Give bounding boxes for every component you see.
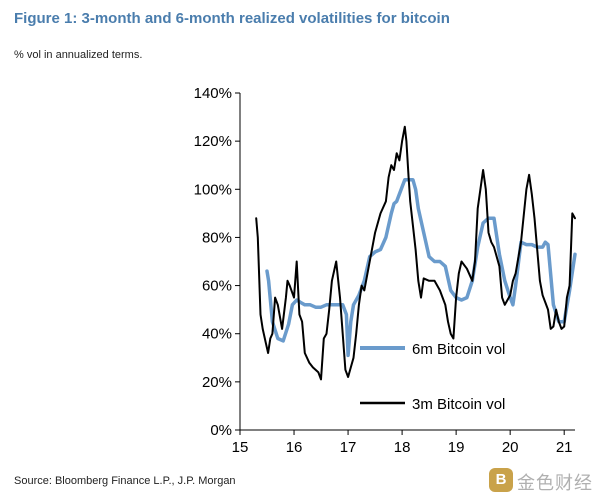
figure-subtitle: % vol in annualized terms. <box>14 49 143 61</box>
chart-series <box>255 125 577 381</box>
chart-legend: 6m Bitcoin vol 3m Bitcoin vol <box>360 341 505 413</box>
watermark-text: 金色财经 <box>517 473 593 494</box>
y-tick-label: 80% <box>202 229 232 246</box>
x-tick-label: 17 <box>340 439 357 456</box>
y-tick-label: 40% <box>202 326 232 343</box>
watermark-badge-icon: B <box>489 468 513 492</box>
y-tick-label: 60% <box>202 278 232 295</box>
x-tick-label: 15 <box>232 439 249 456</box>
series-line-6m <box>265 177 577 358</box>
figure-title: Figure 1: 3-month and 6-month realized v… <box>14 10 450 27</box>
legend-label-3m: 3m Bitcoin vol <box>412 396 505 413</box>
y-tick-label: 120% <box>194 133 232 150</box>
y-tick-label: 140% <box>194 85 232 102</box>
chart-axes: 0% 20% 40% 60% 80% 100% 120% 140% 15 16 17 18 19 20 21 <box>194 85 575 456</box>
x-tick-label: 19 <box>448 439 465 456</box>
watermark-logo: B 金色财经 <box>489 468 597 494</box>
y-tick-label: 20% <box>202 374 232 391</box>
x-tick-label: 16 <box>286 439 303 456</box>
y-tick-label: 100% <box>194 181 232 198</box>
figure-source: Source: Bloomberg Finance L.P., J.P. Mor… <box>14 475 236 487</box>
x-tick-label: 18 <box>394 439 411 456</box>
x-tick-label: 21 <box>556 439 573 456</box>
series-line-3m <box>255 125 576 381</box>
x-tick-label: 20 <box>502 439 519 456</box>
y-tick-label: 0% <box>210 422 232 439</box>
legend-label-6m: 6m Bitcoin vol <box>412 341 505 358</box>
